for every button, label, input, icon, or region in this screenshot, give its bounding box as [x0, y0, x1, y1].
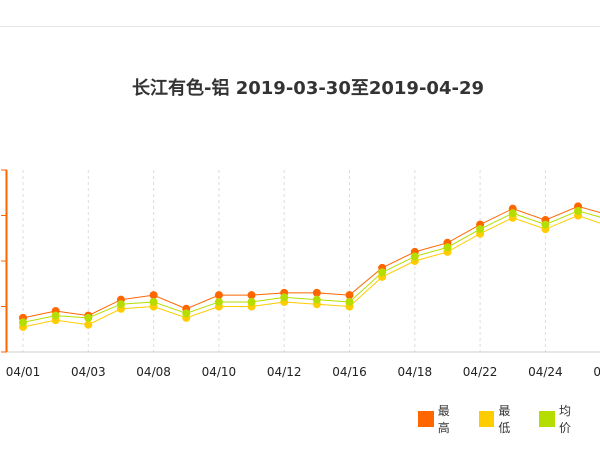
x-tick-label: 04/18: [398, 365, 433, 379]
data-point: [149, 297, 158, 306]
data-point: [19, 318, 27, 327]
data-point: [214, 297, 223, 306]
legend-swatch: [539, 411, 556, 427]
legend-item[interactable]: 最低: [478, 402, 520, 436]
data-point: [280, 293, 289, 302]
top-divider: [0, 26, 600, 27]
legend: 最高 最低 均价: [418, 402, 600, 436]
data-point: [247, 291, 256, 300]
x-tick-label: 04/16: [332, 365, 367, 379]
x-tick-label: 04/26: [593, 365, 600, 379]
data-point: [345, 291, 354, 300]
chart-title: 长江有色-铝 2019-03-30至2019-04-29: [131, 78, 484, 99]
data-point: [247, 297, 256, 306]
legend-label: 均价: [559, 404, 572, 435]
legend-swatch: [418, 411, 434, 427]
x-tick-label: 04/01: [6, 365, 41, 379]
data-point: [214, 291, 223, 300]
legend-item[interactable]: 均价: [539, 402, 580, 436]
legend-label: 最低: [498, 404, 511, 435]
data-point: [84, 313, 93, 322]
series-line-0: [22, 205, 600, 319]
data-point: [182, 309, 191, 318]
data-point: [476, 225, 485, 234]
x-tick-label: 04/08: [136, 365, 171, 379]
data-point: [312, 288, 321, 297]
data-point: [116, 300, 125, 309]
data-point: [410, 252, 419, 261]
data-point: [149, 291, 158, 300]
x-tick-label: 04/24: [528, 365, 563, 379]
legend-label: 最高: [437, 404, 450, 435]
data-point: [541, 220, 550, 229]
x-tick-label: 04/12: [267, 365, 302, 379]
data-point: [84, 320, 93, 329]
series-line-1: [22, 214, 600, 328]
data-point: [51, 311, 60, 320]
legend-swatch: [478, 411, 495, 427]
data-point: [574, 206, 583, 215]
data-point: [345, 297, 354, 306]
data-point: [312, 295, 321, 304]
x-tick-label: 04/22: [463, 365, 498, 379]
data-point: [443, 243, 452, 252]
data-point: [378, 268, 387, 277]
data-point: [508, 209, 517, 218]
x-tick-label: 04/03: [71, 365, 106, 379]
legend-item[interactable]: 最高: [418, 402, 459, 436]
x-tick-label: 04/10: [202, 365, 237, 379]
